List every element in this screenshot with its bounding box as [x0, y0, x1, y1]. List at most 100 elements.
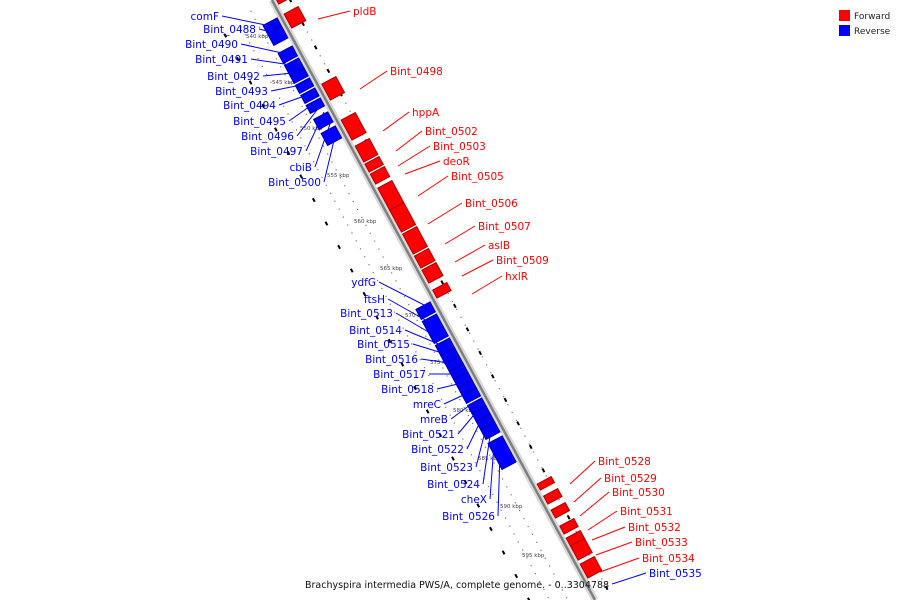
strand-dot — [372, 271, 374, 274]
gene-label-bint-0502: Bint_0502 — [425, 126, 478, 138]
strand-dot — [292, 90, 295, 92]
strand-dot — [494, 380, 496, 382]
forward-gene — [388, 201, 417, 233]
leader-line — [270, 83, 307, 92]
leader-line — [378, 281, 431, 309]
strand-dot — [492, 493, 494, 496]
forward-gene — [550, 501, 571, 519]
gene-label-bint-0515: Bint_0515 — [357, 339, 410, 351]
gene-label-bint-0528: Bint_0528 — [598, 456, 651, 468]
strand-dot — [528, 443, 530, 445]
strand-dot — [601, 578, 603, 580]
leader-line — [599, 557, 640, 573]
strand-dot — [520, 427, 522, 429]
strand-dot — [437, 359, 440, 361]
strand-dot — [527, 525, 529, 528]
position-tick — [503, 397, 508, 403]
position-tick — [313, 45, 318, 50]
leader-line — [466, 417, 483, 450]
strand-dot — [588, 554, 590, 556]
leader-line — [305, 111, 325, 152]
strand-dot — [541, 467, 543, 469]
backbone — [268, 0, 599, 600]
strand-dot — [253, 50, 255, 52]
gene-label-bint-0526: Bint_0526 — [442, 511, 495, 523]
leader-line — [450, 401, 475, 420]
leader-line — [397, 145, 431, 167]
position-tick — [248, 80, 253, 85]
gene-label-chex: cheX — [461, 494, 487, 506]
strand-dot — [547, 596, 549, 599]
leader-line — [278, 93, 311, 106]
strand-dot — [406, 335, 409, 337]
strand-dot — [432, 382, 434, 385]
position-tick — [337, 244, 341, 250]
strand-dot — [479, 470, 481, 472]
strand-dot — [306, 31, 309, 33]
forward-gene — [421, 261, 444, 284]
position-tick — [236, 56, 240, 62]
gene-label-bint-0494: Bint_0494 — [223, 100, 276, 112]
strand-dot — [250, 10, 252, 12]
strand-dot — [459, 399, 461, 401]
position-tick — [362, 291, 367, 297]
strand-dot — [312, 161, 315, 163]
strand-dot — [453, 422, 455, 424]
position-tick — [324, 221, 329, 226]
strand-dot — [359, 248, 362, 250]
strand-dot — [275, 58, 278, 60]
strand-dot — [511, 411, 513, 414]
strand-dot — [510, 494, 512, 496]
forward-gene — [432, 281, 452, 299]
leader-line — [427, 202, 463, 225]
strand-dot — [450, 383, 452, 385]
strand-dot — [385, 295, 387, 297]
strand-dot — [513, 533, 515, 535]
leader-line — [417, 175, 449, 197]
strand-dot — [364, 256, 366, 258]
strand-dot — [278, 97, 281, 99]
leader-line — [587, 510, 618, 531]
strand-dot — [428, 374, 430, 377]
leader-line — [591, 526, 626, 541]
gene-label-bint-0500: Bint_0500 — [268, 177, 321, 189]
strand-dot — [519, 510, 521, 512]
kbp-tick-label: 540 kbp — [246, 34, 269, 40]
strand-dot — [514, 502, 516, 504]
strand-dot — [458, 430, 460, 432]
strand-dot — [423, 367, 426, 369]
leader-line — [296, 105, 321, 137]
gene-label-bint-0513: Bint_0513 — [340, 308, 393, 320]
strand-dot — [517, 541, 519, 543]
strand-dot — [496, 501, 498, 503]
strand-dot — [325, 184, 327, 186]
position-tick — [223, 33, 228, 38]
strand-dot — [263, 34, 265, 36]
strand-dot — [339, 177, 342, 179]
strand-dot — [506, 486, 508, 488]
strand-dot — [318, 137, 320, 139]
strand-dot — [311, 39, 313, 41]
strand-dot — [544, 557, 546, 559]
strand-dot — [257, 57, 259, 60]
forward-gene — [283, 5, 307, 29]
strand-dot — [462, 438, 464, 440]
strand-dot — [425, 335, 427, 337]
reverse-gene — [294, 77, 315, 95]
strand-dot — [415, 351, 417, 353]
leader-line — [221, 15, 281, 29]
strand-dot — [523, 517, 525, 520]
leader-line — [412, 343, 453, 357]
gene-label-bint-0518: Bint_0518 — [381, 384, 434, 396]
strand-dot — [308, 153, 310, 155]
strand-dot — [304, 145, 306, 147]
legend: Forward Reverse — [839, 10, 891, 37]
leader-line — [444, 225, 476, 245]
gene-label-mrec: mreC — [413, 399, 441, 411]
leader-line — [382, 111, 410, 132]
kbp-tick-label: 545 kbp — [272, 80, 295, 86]
leader-line — [579, 491, 610, 517]
strand-dot — [504, 517, 507, 519]
forward-gene — [276, 0, 288, 5]
